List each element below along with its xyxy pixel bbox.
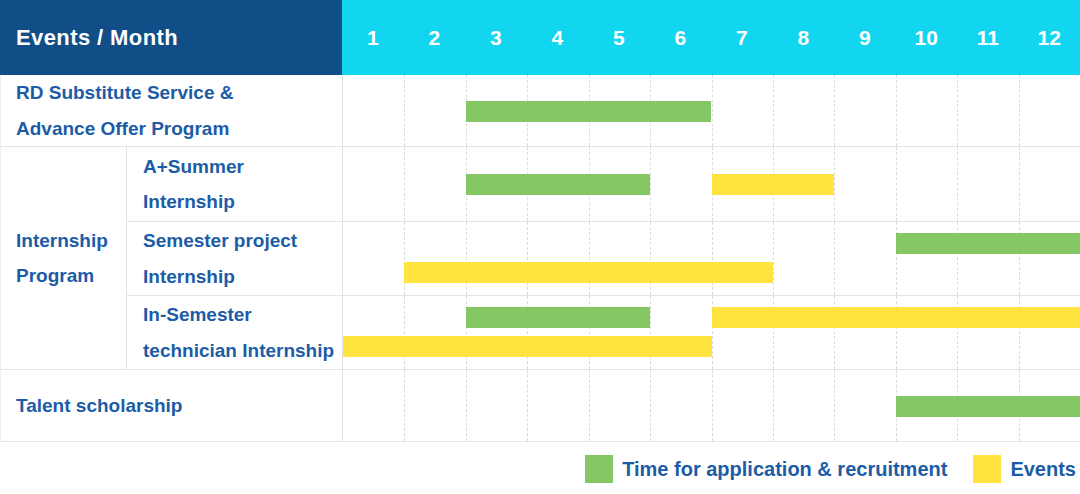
month-label: 12 (1019, 0, 1080, 75)
legend: Time for application & recruitment Event… (0, 442, 1080, 494)
row-label: In-Semester technician Internship (127, 296, 343, 369)
legend-item-events: Events (973, 455, 1076, 483)
month-label: 10 (896, 0, 958, 75)
month-gridline (404, 222, 405, 295)
month-label: 1 (342, 0, 404, 75)
month-gridline (834, 75, 835, 146)
month-label: 7 (711, 0, 773, 75)
application-color-swatch (585, 455, 613, 483)
legend-item-application: Time for application & recruitment (585, 455, 947, 483)
group-label: Internship Program (1, 147, 127, 369)
month-gridline (404, 370, 405, 441)
month-gridline (404, 296, 405, 369)
month-label: 11 (957, 0, 1019, 75)
gantt-bar-application (896, 233, 1080, 254)
row-group-internship-program: Internship ProgramA+Summer InternshipSem… (1, 146, 1080, 369)
gantt-bar-event (404, 262, 773, 283)
gantt-bar-application (466, 101, 712, 122)
table-row: Talent scholarship (1, 369, 1080, 441)
gantt-cell (343, 147, 1080, 221)
month-gridline (957, 75, 958, 146)
month-gridline (896, 147, 897, 221)
month-label: 3 (465, 0, 527, 75)
month-gridline (650, 222, 651, 295)
table-header-row: Events / Month 123456789101112 (0, 0, 1080, 75)
row-label: Semester project Internship (127, 222, 343, 295)
month-label: 8 (773, 0, 835, 75)
gantt-bar-application (466, 174, 650, 195)
month-gridline (589, 222, 590, 295)
row-label: Talent scholarship (1, 370, 343, 441)
month-gridline (1019, 75, 1020, 146)
month-gridline (466, 370, 467, 441)
month-gridline (1019, 147, 1020, 221)
month-gridline (957, 147, 958, 221)
month-gridline (589, 370, 590, 441)
table-row: RD Substitute Service & Advance Offer Pr… (1, 75, 1080, 146)
events-month-header-cell: Events / Month (0, 0, 342, 75)
month-gridline (527, 222, 528, 295)
month-gridline (404, 147, 405, 221)
month-gridline (712, 370, 713, 441)
gantt-bar-application (896, 396, 1080, 417)
month-gridline (834, 147, 835, 221)
row-label: A+Summer Internship (127, 147, 343, 221)
gantt-cell (343, 75, 1080, 146)
month-gridline (896, 75, 897, 146)
gantt-cell (343, 370, 1080, 441)
table-row: Semester project Internship (127, 221, 1080, 295)
group-rows: A+Summer InternshipSemester project Inte… (127, 147, 1080, 369)
legend-label-application: Time for application & recruitment (622, 458, 947, 481)
month-gridline (712, 75, 713, 146)
gantt-bar-event (343, 336, 712, 357)
table-row: A+Summer Internship (127, 147, 1080, 221)
gantt-bar-event (712, 307, 1080, 328)
month-gridline (834, 222, 835, 295)
row-label: RD Substitute Service & Advance Offer Pr… (1, 75, 343, 146)
legend-label-events: Events (1010, 458, 1076, 481)
month-gridline (773, 222, 774, 295)
gantt-bar-application (466, 307, 650, 328)
events-month-gantt-chart: Events / Month 123456789101112 RD Substi… (0, 0, 1080, 494)
month-label: 4 (527, 0, 589, 75)
gantt-bar-event (712, 174, 835, 195)
month-label: 6 (650, 0, 712, 75)
table-row: In-Semester technician Internship (127, 295, 1080, 369)
gantt-cell (343, 296, 1080, 369)
month-label: 5 (588, 0, 650, 75)
month-gridline (650, 296, 651, 369)
month-label: 2 (404, 0, 466, 75)
month-gridline (527, 370, 528, 441)
events-color-swatch (973, 455, 1001, 483)
month-gridline (466, 222, 467, 295)
month-gridline (773, 370, 774, 441)
table-body: RD Substitute Service & Advance Offer Pr… (0, 75, 1080, 442)
month-gridline (650, 147, 651, 221)
month-gridline (834, 370, 835, 441)
month-label: 9 (834, 0, 896, 75)
month-gridline (650, 370, 651, 441)
gantt-cell (343, 222, 1080, 295)
month-header-row: 123456789101112 (342, 0, 1080, 75)
month-gridline (712, 222, 713, 295)
month-gridline (773, 75, 774, 146)
month-gridline (404, 75, 405, 146)
